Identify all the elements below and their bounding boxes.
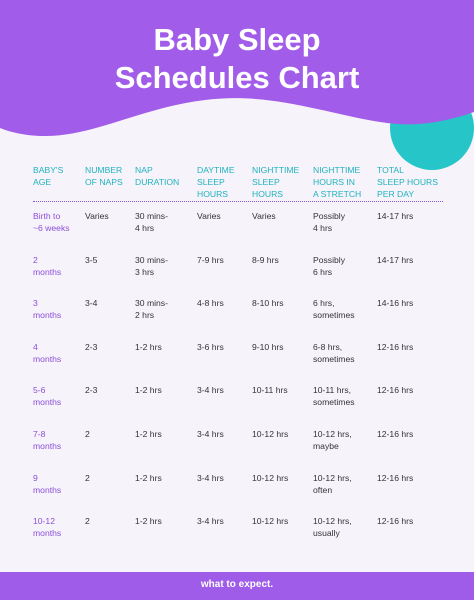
cell: 8-10 hrs	[252, 298, 284, 309]
cell: 10-11 hrs, sometimes	[313, 385, 355, 408]
cell: 4-8 hrs	[197, 298, 224, 309]
cell: 8-9 hrs	[252, 254, 279, 265]
header-wave	[0, 0, 474, 136]
cell: 1-2 hrs	[135, 385, 162, 396]
column-header: TOTAL SLEEP HOURS PER DAY	[377, 165, 438, 199]
cell: 10-12 hrs, maybe	[313, 429, 352, 451]
column-header: NAP DURATION	[135, 165, 180, 187]
cell: 14-17 hrs	[377, 211, 414, 221]
column-header: NIGHTTIME SLEEP HOURS	[252, 165, 300, 199]
cell: 12-16 hrs	[377, 472, 414, 483]
header-art	[0, 0, 474, 170]
cell: 12-16 hrs	[377, 429, 414, 439]
cell: 1-2 hrs	[135, 472, 162, 483]
age-cell: 5-6 months	[33, 385, 62, 408]
title-line: Schedules Chart	[114, 60, 360, 95]
cell: 12-16 hrs	[377, 341, 414, 352]
cell: 6-8 hrs, sometimes	[313, 341, 355, 364]
age-cell: 3 months	[33, 298, 62, 321]
cell: 1-2 hrs	[135, 341, 162, 352]
cell: 7-9 hrs	[197, 254, 224, 265]
cell: 3-4 hrs	[197, 385, 224, 396]
cell: 2	[85, 516, 90, 527]
cell: Varies	[197, 211, 221, 221]
cell: 2	[85, 429, 90, 439]
cell: 30 mins- 4 hrs	[135, 211, 168, 233]
cell: 12-16 hrs	[377, 385, 414, 396]
cell: 3-4	[85, 298, 98, 309]
cell: 30 mins- 3 hrs	[135, 254, 168, 277]
cell: Possibly 4 hrs	[313, 211, 345, 233]
age-cell: 10-12 months	[33, 516, 62, 539]
cell: 2-3	[85, 385, 98, 396]
cell: 1-2 hrs	[135, 429, 162, 439]
cell: 10-12 hrs	[252, 516, 289, 527]
footer-bar	[0, 572, 474, 600]
age-cell: Birth to ~6 weeks	[33, 211, 70, 233]
column-header: DAYTIME SLEEP HOURS	[197, 165, 235, 199]
separator	[33, 201, 443, 202]
age-cell: 9 months	[33, 472, 62, 495]
cell: 10-12 hrs, usually	[313, 516, 352, 539]
cell: 14-16 hrs	[377, 298, 414, 309]
brand: what to expect.	[200, 579, 274, 590]
cell: 30 mins- 2 hrs	[135, 298, 168, 321]
cell: 10-12 hrs	[252, 429, 289, 439]
column-header: BABY'S AGE	[33, 165, 64, 187]
cell: 3-6 hrs	[197, 341, 224, 352]
age-cell: 4 months	[33, 341, 62, 364]
cell: Possibly 6 hrs	[313, 254, 345, 277]
cell: 2-3	[85, 341, 98, 352]
cell: 3-4 hrs	[197, 516, 224, 527]
cell: 10-12 hrs	[252, 472, 289, 483]
age-cell: 2 months	[33, 254, 62, 277]
cell: 3-4 hrs	[197, 472, 224, 483]
cell: 1-2 hrs	[135, 516, 162, 527]
cell: 6 hrs, sometimes	[313, 298, 355, 321]
cell: Varies	[85, 211, 109, 221]
title-line: Baby Sleep	[153, 22, 321, 57]
cell: 12-16 hrs	[377, 516, 414, 527]
cell: 9-10 hrs	[252, 341, 284, 352]
age-cell: 7-8 months	[33, 429, 62, 451]
cell: 3-5	[85, 254, 98, 265]
column-header: NIGHTTIME HOURS IN A STRETCH	[313, 165, 362, 199]
cell: 10-11 hrs	[252, 385, 288, 396]
cell: 3-4 hrs	[197, 429, 224, 439]
cell: 10-12 hrs, often	[313, 472, 352, 495]
cell: Varies	[252, 211, 276, 221]
column-header: NUMBER OF NAPS	[85, 165, 123, 187]
cell: 2	[85, 472, 90, 483]
cell: 14-17 hrs	[377, 254, 414, 265]
